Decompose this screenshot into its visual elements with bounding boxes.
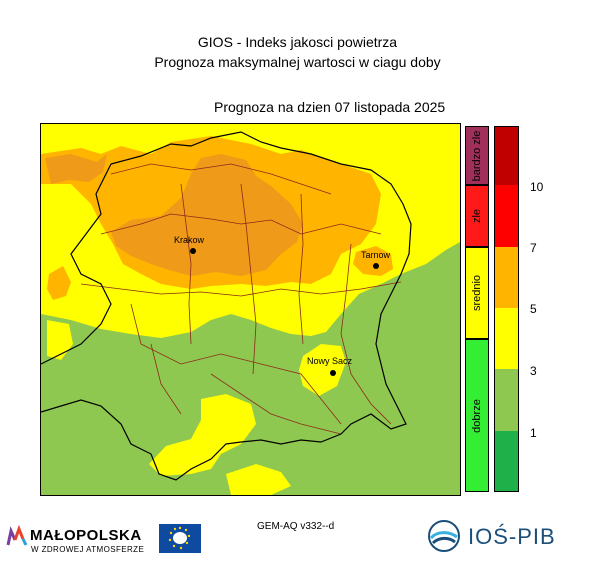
legend-category-good: dobrze <box>465 339 489 492</box>
level-tick: 7 <box>530 241 537 255</box>
region-border <box>41 131 412 481</box>
krakow-marker <box>190 248 196 254</box>
level-tick: 1 <box>530 426 537 440</box>
legend-category-bad: zle <box>465 185 489 247</box>
level-band-1 <box>494 431 519 492</box>
level-band-3 <box>494 308 519 369</box>
good-zone-south <box>41 242 460 495</box>
moderate-zone-south-1 <box>149 394 256 476</box>
eu-life-logo <box>159 524 201 553</box>
nowy-sacz-marker <box>330 370 336 376</box>
malopolska-logo-icon <box>6 525 28 546</box>
map-canvas <box>41 124 460 495</box>
forecast-date: Prognoza na dzien 07 listopada 2025 <box>214 99 446 115</box>
page-subtitle: Prognoza maksymalnej wartosci w ciagu do… <box>154 54 441 70</box>
level-tick: 3 <box>530 364 537 378</box>
forecast-map: Krakow Tarnow Nowy Sacz <box>40 123 461 496</box>
legend-category-very-bad: bardzo zle <box>465 126 489 185</box>
high-zone-north-west <box>45 154 107 184</box>
level-band-4 <box>494 247 519 308</box>
model-label: GEM-AQ v332--d <box>257 521 335 532</box>
elevated-zone-west <box>47 266 71 300</box>
legend-category-moderate: srednio <box>465 247 489 339</box>
level-tick: 10 <box>530 180 544 194</box>
level-tick: 5 <box>530 302 537 316</box>
malopolska-tagline: W ZDROWEJ ATMOSFERZE <box>31 545 145 554</box>
county-borders <box>80 163 402 435</box>
high-zone-krakow <box>111 154 303 276</box>
malopolska-brand: MAŁOPOLSKA <box>30 527 142 544</box>
page-title: GIOS - Indeks jakosci powietrza <box>197 34 398 50</box>
ios-pib-logo-icon <box>428 520 460 552</box>
level-band-5 <box>494 185 519 247</box>
city-label-nowy-sacz: Nowy Sacz <box>307 356 353 366</box>
ios-pib-brand: IOŚ-PIB <box>468 524 556 549</box>
tarnow-marker <box>373 263 379 269</box>
moderate-zone-nowy-sacz <box>299 344 346 396</box>
city-label-krakow: Krakow <box>174 235 205 245</box>
level-band-2 <box>494 369 519 431</box>
elevated-zone-tarnow <box>353 246 393 276</box>
moderate-zone-west <box>47 320 73 360</box>
city-label-tarnow: Tarnow <box>361 250 391 260</box>
level-band-6 <box>494 126 519 185</box>
moderate-zone-south-2 <box>226 464 291 495</box>
